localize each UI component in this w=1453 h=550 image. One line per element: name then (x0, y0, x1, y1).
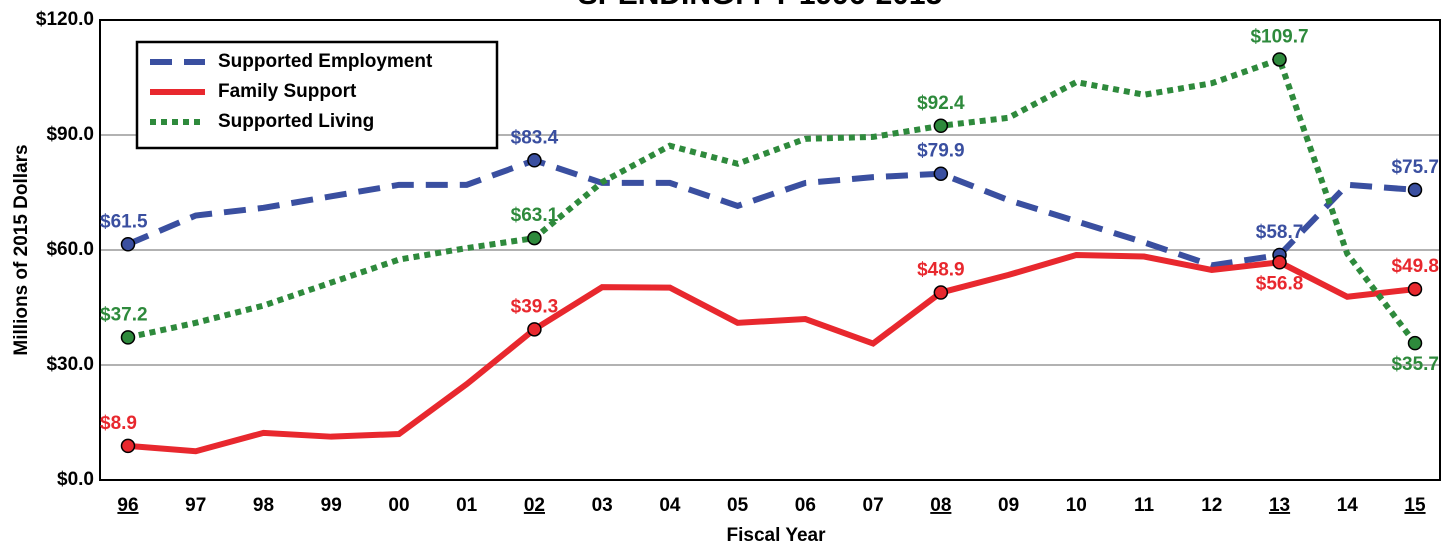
point-marker (527, 230, 542, 246)
x-tick-label: 15 (1404, 495, 1426, 516)
x-tick-label: 96 (117, 495, 138, 516)
plot-frame (99, 19, 1441, 481)
point-marker (527, 153, 542, 168)
data-label: $49.8 (1391, 256, 1439, 277)
series-line (126, 157, 1416, 269)
x-tick-label: 05 (727, 495, 749, 516)
x-tick-label: 10 (1066, 495, 1087, 516)
legend-label: Supported Employment (218, 51, 433, 72)
x-tick-label: 08 (930, 495, 951, 516)
x-tick-label: 14 (1337, 495, 1359, 516)
point-marker (1272, 52, 1287, 67)
y-tick-label: $30.0 (46, 354, 94, 375)
x-tick-label: 12 (1201, 495, 1222, 516)
legend-label: Supported Living (218, 111, 374, 132)
x-tick-label: 09 (998, 495, 1019, 516)
x-tick-label: 04 (659, 495, 681, 516)
point-marker (527, 322, 542, 337)
data-label: $39.3 (511, 296, 559, 317)
data-label: $92.4 (917, 93, 965, 114)
y-tick-label: $60.0 (46, 239, 94, 260)
data-label: $83.4 (511, 127, 559, 148)
x-tick-label: 01 (456, 495, 478, 516)
point-marker (1407, 281, 1423, 297)
x-tick-label: 07 (863, 495, 884, 516)
y-tick-label: $120.0 (36, 9, 94, 30)
data-label: $61.5 (100, 211, 148, 232)
point-marker (933, 285, 949, 300)
chart-title: SPENDING: FY 1996-2015 (578, 0, 943, 11)
point-marker (1272, 255, 1287, 270)
x-tick-label: 11 (1134, 495, 1155, 516)
series-line (127, 251, 1416, 455)
x-tick-label: 06 (795, 495, 816, 516)
point-marker (1407, 335, 1423, 351)
x-tick-label: 03 (592, 495, 613, 516)
data-label: $8.9 (100, 413, 137, 434)
x-tick-label: 97 (185, 495, 206, 516)
point-marker (1407, 182, 1423, 198)
y-axis-label: Millions of 2015 Dollars (11, 144, 32, 355)
point-marker (120, 237, 136, 252)
data-label: $63.1 (511, 205, 559, 226)
x-axis-label: Fiscal Year (727, 525, 827, 546)
point-marker (120, 330, 136, 345)
data-label: $56.8 (1256, 273, 1304, 294)
point-marker (933, 166, 949, 181)
point-marker (120, 438, 136, 454)
x-tick-label: 00 (388, 495, 409, 516)
data-label: $79.9 (917, 141, 965, 162)
legend-label: Family Support (218, 81, 357, 102)
x-tick-label: 02 (524, 495, 545, 516)
data-label: $48.9 (917, 260, 965, 281)
data-label: $37.2 (100, 304, 148, 325)
y-tick-label: $90.0 (46, 124, 94, 145)
series-line (127, 55, 1418, 345)
data-label: $75.7 (1391, 157, 1439, 178)
x-tick-label: 98 (253, 495, 274, 516)
y-tick-label: $0.0 (57, 469, 94, 490)
point-marker (933, 118, 949, 134)
x-tick-label: 13 (1269, 495, 1290, 516)
data-label: $109.7 (1250, 26, 1308, 47)
data-label: $35.7 (1391, 354, 1439, 375)
data-label: $58.7 (1256, 222, 1304, 243)
x-tick-label: 99 (321, 495, 342, 516)
